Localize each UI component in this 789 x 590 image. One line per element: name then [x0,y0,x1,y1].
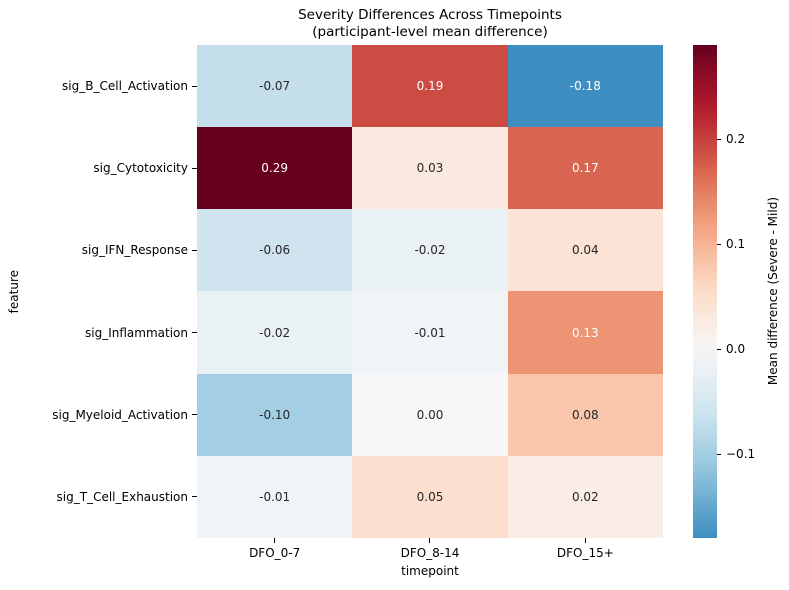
cell-value: -0.02 [259,325,291,340]
colorbar-tick-mark [717,348,721,350]
tick-mark [274,538,276,543]
x-axis-title: timepoint [401,564,459,578]
row-tick-label: sig_B_Cell_Activation [62,79,188,94]
heatmap-cell: 0.04 [507,209,663,292]
cell-value: -0.02 [414,243,446,258]
tick-mark [429,538,431,543]
heatmap-cell: 0.17 [507,127,663,210]
colorbar-tick-mark [717,453,721,455]
cell-value: 0.08 [571,407,599,422]
heatmap-cell: 0.00 [352,373,508,456]
colorbar-tick-mark [717,243,721,245]
heatmap-cell: -0.07 [197,45,353,128]
cell-value: 0.00 [416,407,444,422]
cell-value: 0.04 [571,243,599,258]
colorbar-ticks: 0.2 0.1 0.0 −0.1 [693,45,789,538]
cell-value: 0.19 [416,79,444,94]
tick-mark [192,496,197,498]
heatmap-cell: -0.01 [352,291,508,374]
heatmap-cell: -0.18 [507,45,663,128]
col-tick: DFO_8-14 [352,538,507,560]
colorbar-tick-label: 0.1 [726,237,746,252]
cell-value: -0.10 [259,407,291,422]
row-tick: sig_T_Cell_Exhaustion [0,456,197,538]
row-tick: sig_IFN_Response [0,209,197,291]
y-axis-title: feature [7,269,21,314]
tick-mark [192,332,197,334]
row-tick: sig_Myeloid_Activation [0,374,197,456]
cell-value: -0.06 [259,243,291,258]
heatmap-cell: 0.13 [507,291,663,374]
tick-mark [192,167,197,169]
colorbar-tick-label: −0.1 [726,447,756,462]
heatmap-cell: -0.01 [197,455,353,538]
cell-value: -0.07 [259,79,291,94]
heatmap-cell: 0.05 [352,455,508,538]
cell-value: 0.03 [416,161,444,176]
cell-value: 0.02 [571,489,599,504]
cell-value: -0.01 [414,325,446,340]
heatmap-cell: -0.10 [197,373,353,456]
heatmap-cell: 0.03 [352,127,508,210]
cell-value: 0.29 [261,161,289,176]
heatmap-cell: 0.19 [352,45,508,128]
cell-value: 0.17 [571,161,599,176]
chart-subtitle: (participant-level mean difference) [312,23,548,40]
row-tick-label: sig_T_Cell_Exhaustion [56,489,188,504]
chart-title-block: Severity Differences Across Timepoints (… [197,7,663,40]
col-tick: DFO_0-7 [197,538,352,560]
colorbar-label: Mean difference (Severe - Mild) [766,197,780,386]
colorbar-tick-label: 0.0 [726,342,746,357]
colorbar-gradient [693,45,717,538]
heatmap-cell: -0.06 [197,209,353,292]
tick-mark [584,538,586,543]
cell-value: -0.18 [569,79,601,94]
heatmap-cell: 0.08 [507,373,663,456]
cell-value: 0.05 [416,489,444,504]
row-tick-label: sig_Cytotoxicity [93,161,188,176]
tick-mark [192,85,197,87]
y-axis-title-wrap: feature [4,45,24,538]
row-tick: sig_Inflammation [0,291,197,373]
colorbar-tick-mark [717,138,721,140]
row-tick-label: sig_IFN_Response [81,243,188,258]
tick-mark [192,414,197,416]
heatmap-cell: -0.02 [352,209,508,292]
row-tick: sig_B_Cell_Activation [0,45,197,127]
col-tick: DFO_15+ [508,538,663,560]
tick-mark [192,249,197,251]
heatmap-cell: -0.02 [197,291,353,374]
heatmap-grid: -0.07 0.19 -0.18 0.29 0.03 0.17 -0.06 -0.02 0.04… [197,45,663,538]
heatmap-cell: 0.29 [197,127,353,210]
col-tick-label: DFO_8-14 [400,546,460,560]
row-tick-label: sig_Myeloid_Activation [52,407,188,422]
cell-value: 0.13 [571,325,599,340]
col-tick-label: DFO_15+ [556,546,614,560]
row-tick: sig_Cytotoxicity [0,127,197,209]
col-tick-label: DFO_0-7 [249,546,301,560]
x-axis-tick-labels: DFO_0-7 DFO_8-14 DFO_15+ [197,538,663,560]
chart-title: Severity Differences Across Timepoints [298,7,562,23]
cell-value: -0.01 [259,489,291,504]
colorbar-tick-label: 0.2 [726,132,746,147]
row-tick-label: sig_Inflammation [85,325,188,340]
colorbar-label-wrap: Mean difference (Severe - Mild) [761,45,785,538]
heatmap-cell: 0.02 [507,455,663,538]
